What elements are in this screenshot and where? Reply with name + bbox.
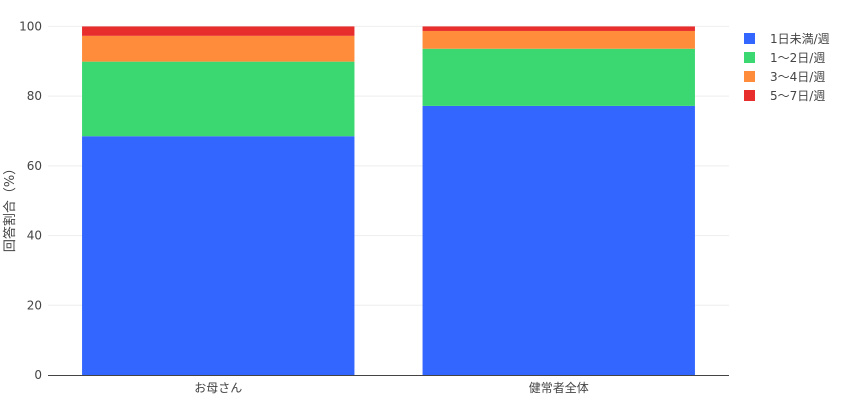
legend-label-1: 1〜2日/週	[770, 51, 825, 65]
bar-0-series-3	[82, 26, 355, 36]
x-tick-label-0: お母さん	[194, 381, 242, 395]
y-tick-label-20: 20	[27, 298, 42, 312]
y-tick-label-80: 80	[27, 89, 42, 103]
bar-0-series-2	[82, 35, 355, 62]
bars	[82, 26, 695, 375]
x-tick-labels: お母さん 健常者全体	[194, 380, 589, 395]
y-tick-label-100: 100	[19, 19, 42, 33]
bar-1-series-3	[422, 26, 695, 31]
bar-0-series-1	[82, 61, 355, 137]
legend-swatch-1	[744, 52, 755, 63]
legend-swatch-2	[744, 71, 755, 82]
bar-1-series-2	[422, 30, 695, 49]
y-axis-title: 回答割合（%）	[2, 162, 18, 252]
y-tick-label-40: 40	[27, 229, 42, 243]
bar-1-series-1	[422, 48, 695, 106]
legend-label-2: 3〜4日/週	[770, 70, 825, 84]
x-tick-label-1: 健常者全体	[529, 380, 589, 395]
bar-1-series-0	[422, 105, 695, 375]
legend-label-0: 1日未満/週	[770, 32, 830, 46]
legend-label-3: 5〜7日/週	[770, 89, 825, 103]
y-tick-label-0: 0	[34, 368, 42, 382]
bar-0-series-0	[82, 136, 355, 375]
y-tick-label-60: 60	[27, 159, 42, 173]
legend-swatch-0	[744, 33, 755, 44]
legend-swatch-3	[744, 90, 755, 101]
y-tick-labels: 0 20 40 60 80 100	[19, 19, 42, 382]
legend: 1日未満/週 1〜2日/週 3〜4日/週 5〜7日/週	[744, 32, 830, 103]
